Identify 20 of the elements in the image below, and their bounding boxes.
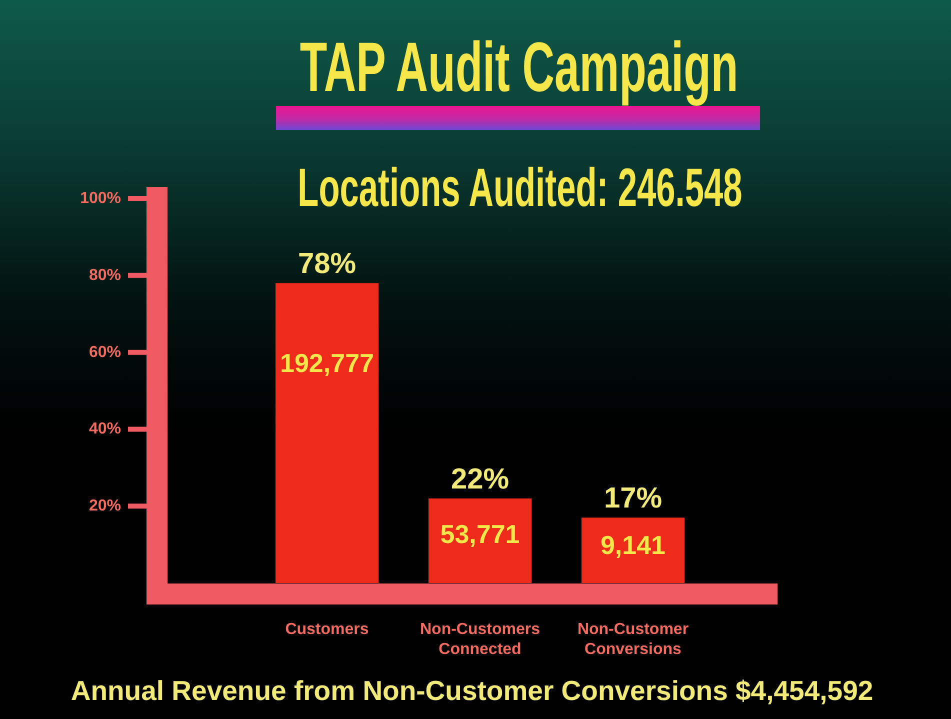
y-tick-label: 100% — [80, 190, 121, 208]
data-label: 22% — [450, 463, 510, 496]
chart-title: TAP Audit Campaign — [300, 29, 738, 106]
x-tick-label: Customers — [285, 621, 369, 638]
bar — [582, 518, 684, 583]
annotation: 9,141 — [600, 530, 666, 560]
annotation: 53,771 — [440, 518, 520, 549]
y-tick-label: 80% — [88, 266, 121, 284]
y-tick-label: 40% — [88, 420, 121, 438]
data-label: 78% — [298, 248, 356, 280]
bar — [276, 283, 378, 583]
x-tick-label: Non-Customer Conversions — [577, 621, 689, 658]
y-tick-label: 20% — [88, 498, 121, 515]
y-tick-label: 60% — [88, 344, 121, 361]
bar — [428, 498, 532, 583]
chart-subtitle: Locations Audited: 246.548 — [298, 157, 742, 218]
x-tick-label: Non-Customers Connected — [420, 621, 540, 658]
data-label: 17% — [604, 482, 662, 515]
text: Annual Revenue from Non-Customer Conversions $4,454,592 — [70, 675, 874, 706]
annotation: 192,777 — [280, 348, 374, 378]
